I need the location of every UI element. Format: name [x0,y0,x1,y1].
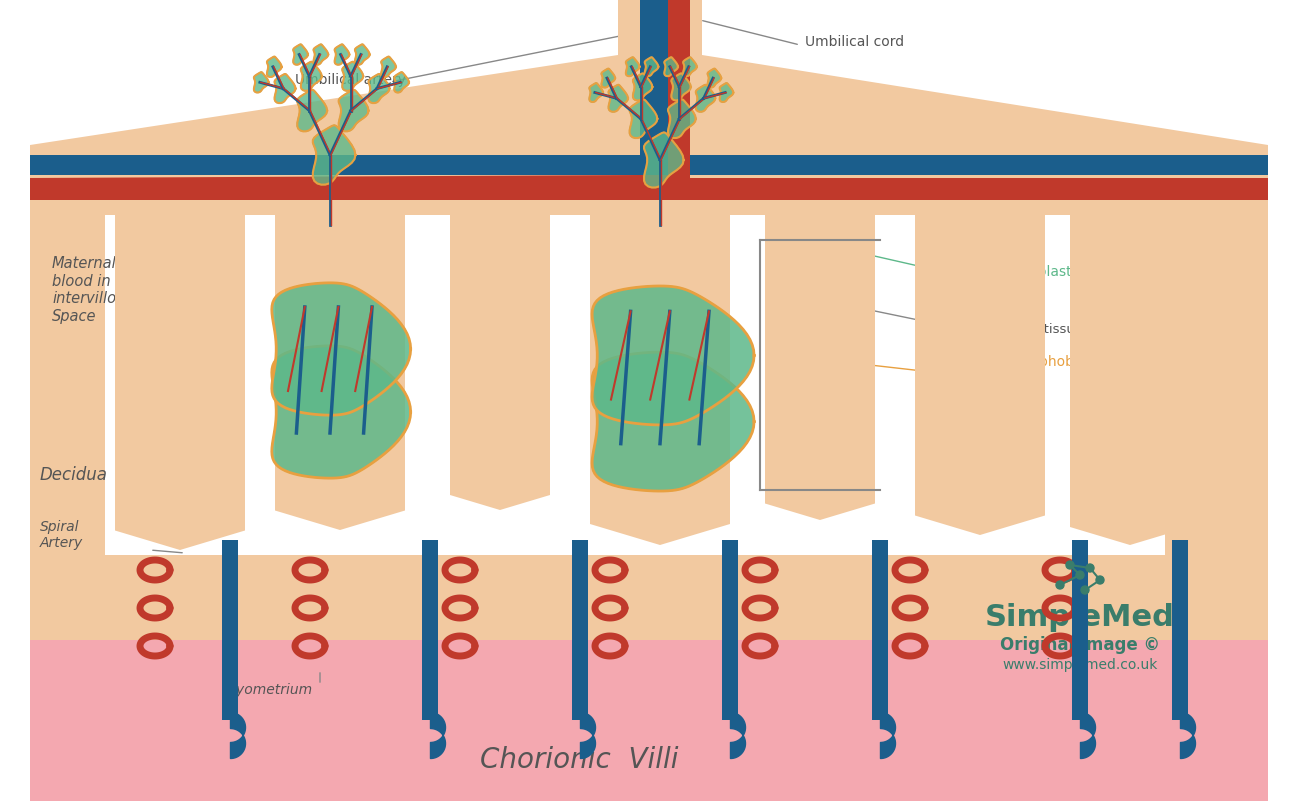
Polygon shape [665,57,678,76]
Polygon shape [30,145,1268,215]
Text: Maternal
blood in
intervillous
Space: Maternal blood in intervillous Space [52,256,132,324]
Polygon shape [640,0,668,55]
Circle shape [1096,576,1105,584]
Circle shape [1076,571,1084,579]
Polygon shape [633,74,653,100]
Polygon shape [369,74,389,103]
Polygon shape [683,57,697,76]
Polygon shape [1072,540,1088,720]
Text: Cytotrophoblast
layer: Cytotrophoblast layer [961,265,1072,295]
Text: www.simplemed.co.uk: www.simplemed.co.uk [1002,658,1158,672]
Polygon shape [30,640,1268,801]
Polygon shape [450,215,550,510]
Polygon shape [339,90,369,131]
Circle shape [1081,586,1089,594]
Polygon shape [915,215,1045,535]
Text: SimpleMed: SimpleMed [985,603,1175,633]
Polygon shape [668,55,1268,200]
Text: Chorionic  Villi: Chorionic Villi [480,746,679,774]
Circle shape [1066,561,1073,569]
Polygon shape [1172,540,1188,720]
Polygon shape [765,215,875,520]
Text: Umbilical cord: Umbilical cord [805,35,905,49]
Polygon shape [618,55,702,215]
Polygon shape [382,57,396,77]
Polygon shape [592,352,754,491]
Polygon shape [314,44,328,65]
Text: Umbilical artery: Umbilical artery [295,73,406,87]
Polygon shape [872,540,888,720]
Polygon shape [30,55,668,175]
Polygon shape [271,346,410,478]
Polygon shape [301,62,322,91]
Polygon shape [354,44,370,65]
Text: Syncytiotrophoblast
layer: Syncytiotrophoblast layer [961,355,1099,385]
Polygon shape [668,99,696,138]
Polygon shape [395,72,409,92]
Polygon shape [722,540,739,720]
Polygon shape [116,215,245,550]
Polygon shape [696,85,715,112]
Circle shape [1057,581,1064,589]
Text: Spiral
Artery: Spiral Artery [40,520,83,550]
Polygon shape [668,55,1268,175]
Polygon shape [668,0,691,55]
Polygon shape [626,57,640,76]
Circle shape [1086,564,1094,572]
Polygon shape [572,540,588,720]
Text: Decidua: Decidua [40,466,108,484]
Polygon shape [719,83,733,102]
Polygon shape [275,74,296,103]
Polygon shape [335,44,349,65]
Polygon shape [30,55,618,215]
Polygon shape [293,44,308,65]
Polygon shape [275,215,405,530]
Polygon shape [271,283,410,415]
Text: Myometrium: Myometrium [225,683,313,697]
Polygon shape [254,72,269,92]
Polygon shape [601,69,615,87]
Polygon shape [630,99,657,138]
Polygon shape [618,0,702,55]
Polygon shape [313,125,356,185]
Text: Connective  tissue layer: Connective tissue layer [961,324,1121,336]
Polygon shape [267,57,282,77]
Polygon shape [592,286,754,425]
Polygon shape [30,200,1268,640]
Polygon shape [645,57,658,76]
Polygon shape [343,62,363,91]
Polygon shape [1070,215,1190,545]
Polygon shape [30,178,1268,200]
Polygon shape [222,540,238,720]
Polygon shape [105,215,1166,555]
Polygon shape [297,90,327,131]
Polygon shape [589,83,604,102]
Polygon shape [30,175,668,200]
Text: Umbilical vein: Umbilical vein [742,100,840,114]
Polygon shape [702,55,1268,215]
Text: Original Image ©: Original Image © [999,636,1160,654]
Polygon shape [609,85,628,112]
Polygon shape [671,74,691,100]
Polygon shape [422,540,437,720]
Polygon shape [30,155,1268,175]
Polygon shape [644,132,684,187]
Polygon shape [591,215,729,545]
Polygon shape [707,69,722,87]
